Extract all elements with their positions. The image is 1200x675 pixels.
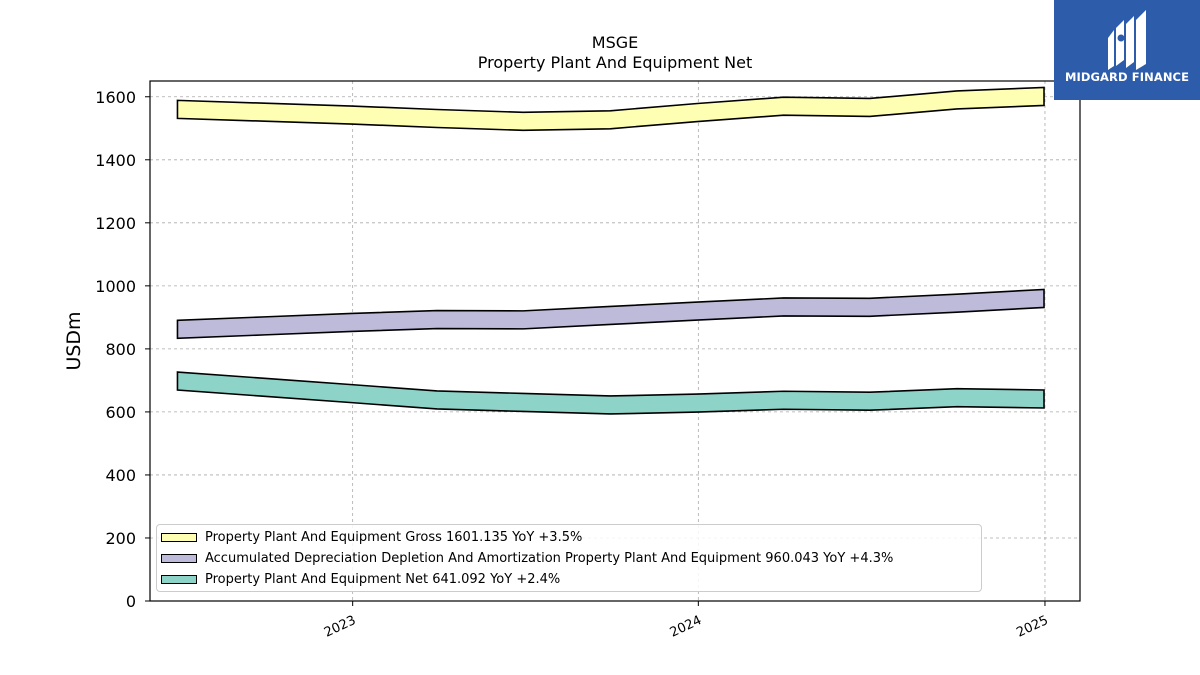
legend-label-depreciation: Accumulated Depreciation Depletion And A… [205,550,894,566]
legend-label-gross: Property Plant And Equipment Gross 1601.… [205,529,583,545]
y-tick-label: 600 [105,403,136,422]
y-axis-ticks: 0 200 400 600 800 1000 1200 1400 1600 [95,88,150,611]
y-tick-label: 1400 [95,151,136,170]
y-tick-label: 0 [126,592,136,611]
legend-swatch-depreciation [161,553,197,563]
y-tick-label: 1000 [95,277,136,296]
y-tick-label: 200 [105,529,136,548]
y-tick-label: 800 [105,340,136,359]
y-tick-label: 1200 [95,214,136,233]
y-axis-label: USDm [63,311,85,370]
y-tick-label: 1600 [95,88,136,107]
x-tick-label: 2024 [668,613,704,641]
legend-item-depreciation: Accumulated Depreciation Depletion And A… [161,549,893,567]
legend-swatch-gross [161,532,197,542]
chart-title: MSGE [592,33,638,52]
legend-item-net: Property Plant And Equipment Net 641.092… [161,570,560,588]
x-tick-label: 2023 [322,613,358,641]
chart-subtitle: Property Plant And Equipment Net [478,53,753,72]
x-tick-label: 2025 [1014,613,1050,641]
series-band-1 [176,288,1045,340]
series-layer [176,86,1045,415]
y-tick-label: 400 [105,466,136,485]
legend-item-gross: Property Plant And Equipment Gross 1601.… [161,528,582,546]
legend-label-net: Property Plant And Equipment Net 641.092… [205,571,561,587]
grid-lines [150,81,1080,602]
chart-legend: Property Plant And Equipment Gross 1601.… [156,524,982,592]
series-band-0 [176,86,1045,132]
logo-text: MIDGARD FINANCE [1064,70,1190,84]
x-axis-ticks: 2023 2024 2025 [322,601,1051,641]
brand-logo: MIDGARD FINANCE [1054,0,1200,100]
logo-mark-icon [1108,10,1146,70]
plot-frame [149,80,1081,602]
legend-swatch-net [161,574,197,584]
series-band-2 [176,371,1045,415]
